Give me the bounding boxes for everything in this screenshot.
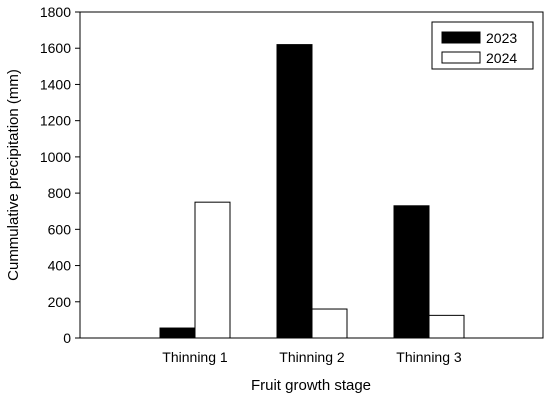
x-axis-title: Fruit growth stage [251, 377, 371, 394]
y-tick-label: 800 [48, 185, 72, 201]
x-tick-label: Thinning 2 [279, 349, 345, 365]
y-axis: 0 200 400 600 800 1000 1200 1400 1600 1800 [40, 4, 80, 346]
bar-2024-thinning-1 [194, 201, 231, 339]
bar-2024-thinning-2 [311, 308, 348, 339]
y-tick-label: 0 [63, 330, 71, 346]
y-tick-label: 600 [48, 221, 72, 237]
legend: 2023 2024 [431, 21, 534, 70]
y-tick-label: 1800 [40, 4, 71, 20]
y-tick-label: 1600 [40, 40, 71, 56]
legend-label-2023: 2023 [486, 30, 517, 46]
legend-swatch-2023 [441, 31, 481, 44]
bars [159, 44, 465, 339]
y-tick-label: 1200 [40, 113, 71, 129]
y-tick-label: 1000 [40, 149, 71, 165]
bar-2023-thinning-1 [159, 327, 196, 339]
bar-2024-thinning-3 [428, 314, 465, 339]
legend-label-2024: 2024 [486, 50, 517, 66]
x-tick-label: Thinning 3 [396, 349, 462, 365]
x-axis: Thinning 1 Thinning 2 Thinning 3 [162, 349, 462, 365]
x-tick-label: Thinning 1 [162, 349, 228, 365]
y-axis-title: Cummulative precipitation (mm) [5, 69, 22, 281]
y-tick-label: 1400 [40, 76, 71, 92]
bar-2023-thinning-3 [393, 205, 430, 339]
bar-2023-thinning-2 [276, 44, 313, 339]
y-tick-label: 200 [48, 294, 72, 310]
y-tick-label: 400 [48, 258, 72, 274]
legend-swatch-2024 [441, 51, 481, 64]
